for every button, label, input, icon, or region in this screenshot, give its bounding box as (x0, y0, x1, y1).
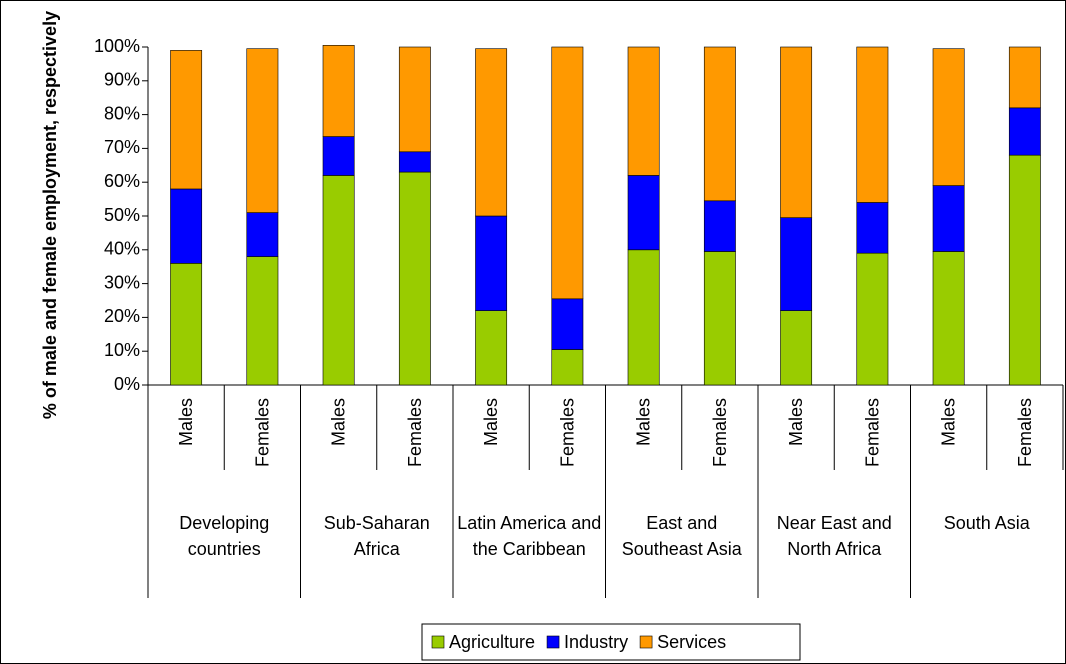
x-tick-label: Males (176, 398, 196, 446)
legend-box (421, 623, 801, 661)
bar-segment (1008, 107, 1041, 156)
legend-label: Services (657, 632, 726, 652)
bar-segment (780, 310, 813, 386)
y-tick-label: 90% (104, 70, 140, 90)
bar-segment (1008, 154, 1041, 386)
bar-segment (856, 202, 889, 254)
bar-segment (398, 46, 431, 153)
x-tick-label: Females (862, 398, 882, 467)
bar-segment (932, 251, 965, 386)
y-tick-label: 50% (104, 205, 140, 225)
legend-label: Industry (564, 632, 628, 652)
bar-segment (551, 349, 584, 386)
bar-segment (551, 298, 584, 350)
bar-segment (246, 212, 279, 257)
y-tick-label: 30% (104, 272, 140, 292)
bar-segment (932, 185, 965, 252)
bar-segment (170, 188, 203, 264)
bar-segment (780, 217, 813, 311)
bar-segment (703, 251, 736, 386)
bar-segment (475, 48, 508, 217)
bar-segment (322, 45, 355, 137)
group-label: Developing countries (179, 513, 270, 559)
group-label: South Asia (943, 513, 1030, 533)
bar-segment (246, 48, 279, 213)
bar-segment (398, 151, 431, 173)
x-tick-label: Females (405, 398, 425, 467)
group-label: Latin America and the Caribbean (457, 513, 602, 559)
group-label: Near East and North Africa (776, 513, 892, 559)
bar-segment (246, 256, 279, 386)
x-tick-label: Females (252, 398, 272, 467)
bar-segment (322, 136, 355, 176)
y-tick-label: 40% (104, 239, 140, 259)
bar-segment (475, 215, 508, 311)
x-tick-label: Males (939, 398, 959, 446)
legend-label: Agriculture (449, 632, 535, 652)
y-tick-label: 70% (104, 137, 140, 157)
x-tick-label: Females (557, 398, 577, 467)
bar-segment (932, 48, 965, 186)
x-tick-label: Males (329, 398, 349, 446)
y-tick-label: 10% (104, 340, 140, 360)
legend-swatch (431, 635, 445, 649)
x-tick-label: Females (710, 398, 730, 467)
legend-swatch (546, 635, 560, 649)
group-label: East and Southeast Asia (621, 513, 742, 559)
x-tick-label: Females (1015, 398, 1035, 467)
y-axis-label: % of male and female employment, respect… (40, 11, 60, 419)
bar-segment (475, 310, 508, 386)
x-tick-label: Males (481, 398, 501, 446)
bar-segment (1008, 46, 1041, 109)
bar-segment (856, 46, 889, 203)
bar-segment (398, 171, 431, 386)
bar-segment (170, 263, 203, 386)
bar-segment (703, 200, 736, 252)
y-tick-label: 100% (94, 36, 140, 56)
bar-segment (627, 175, 660, 251)
bar-segment (322, 175, 355, 386)
y-tick-label: 80% (104, 103, 140, 123)
y-tick-label: 0% (114, 374, 140, 394)
bar-segment (627, 249, 660, 386)
x-tick-label: Males (634, 398, 654, 446)
bar-segment (627, 46, 660, 176)
legend-swatch (639, 635, 653, 649)
x-tick-label: Males (786, 398, 806, 446)
bar-segment (551, 46, 584, 300)
y-tick-label: 20% (104, 306, 140, 326)
group-label: Sub-Saharan Africa (323, 513, 430, 559)
bar-segment (703, 46, 736, 202)
bar-segment (856, 252, 889, 386)
y-tick-label: 60% (104, 171, 140, 191)
bar-segment (170, 50, 203, 190)
bar-segment (780, 46, 813, 218)
